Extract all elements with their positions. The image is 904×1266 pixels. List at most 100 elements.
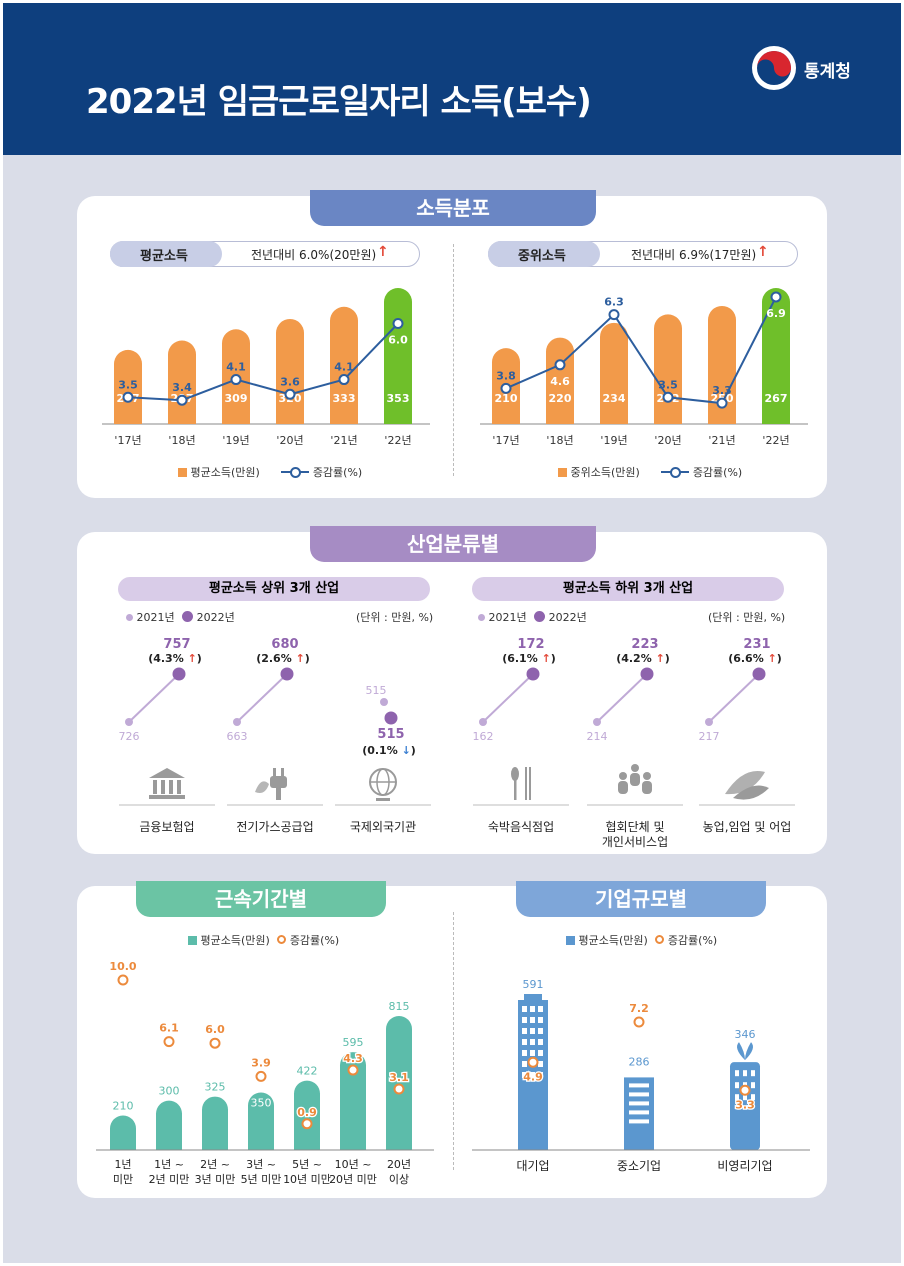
tenure-rate-ring [301, 1118, 313, 1130]
change-rate: (6.6% ↑) [728, 652, 782, 665]
median-x-tick: '18년 [546, 434, 573, 447]
median-bar [762, 288, 790, 424]
up-arrow-icon: ↑ [377, 244, 389, 260]
mean-x-tick: '20년 [276, 434, 303, 447]
value-2022: 231 [743, 637, 770, 652]
mean-rate-point [392, 318, 404, 329]
legend-ring-label: 증감률(%) [289, 934, 340, 947]
dot-2021 [705, 718, 713, 726]
industry-name-line2: 개인서비스업 [602, 835, 668, 849]
dot-2022 [752, 667, 766, 681]
size-x-tick: 중소기업 [617, 1159, 661, 1173]
median-bar-base [708, 410, 736, 424]
size-bar-value: 346 [735, 1028, 756, 1041]
income-divider [453, 244, 454, 476]
tenure-x-tick-line2: 20년 미만 [329, 1173, 377, 1186]
legend-bar-label: 평균소득(만원) [190, 466, 260, 479]
tenure-bar [340, 1052, 366, 1150]
tenure-bar-base [248, 1137, 274, 1150]
ring-icon [655, 935, 665, 944]
tenure-x-tick-line2: 2년 미만 [149, 1173, 190, 1186]
tenure-rate-ring [255, 1070, 267, 1082]
bottom3-label: 평균소득 하위 3개 산업 [472, 577, 784, 601]
median-bar [708, 305, 736, 424]
median-bar-base [492, 410, 520, 424]
industry-name: 숙박음식점업 [488, 820, 554, 834]
industry-item: 663 680(2.6% ↑) 전기가스공급업 [227, 637, 323, 834]
mean-x-tick: '17년 [114, 434, 141, 447]
industry-section-ribbon: 산업분류별 [310, 526, 596, 562]
value-2022: 757 [163, 637, 190, 652]
people-icon [618, 764, 652, 794]
size-rate-label: 4.9 [523, 1070, 543, 1083]
taegeuk-logo-icon [752, 46, 796, 90]
income-section-ribbon: 소득분포 [310, 190, 596, 226]
median-rate-label: 3.3 [712, 384, 732, 397]
legend-ring-label: 증감률(%) [667, 934, 718, 947]
wheat-icon [725, 770, 769, 800]
unit-right: (단위 : 만원, %) [708, 611, 786, 624]
dot-2022 [280, 667, 294, 681]
tenure-legend: 평균소득(만원) 증감률(%) [188, 932, 339, 948]
dot-2022 [526, 667, 540, 681]
industry-name: 국제외국기관 [350, 820, 416, 834]
dot-2022 [172, 667, 186, 681]
tenure-bar [294, 1080, 320, 1150]
median-x-tick: '22년 [762, 434, 789, 447]
size-chart: 591 4.9 대기업 286 7.2 중소기업 346 3.3 비영리기업 [472, 978, 810, 1173]
tenure-x-tick: 3년 ~ [246, 1158, 276, 1171]
tenure-bar [386, 1016, 412, 1150]
tenure-x-tick-line2: 5년 미만 [241, 1173, 282, 1186]
size-bar [624, 1077, 654, 1150]
tenure-rate-ring [209, 1037, 221, 1049]
tenure-x-tick: 2년 ~ [200, 1158, 230, 1171]
tenure-bar-base [156, 1137, 182, 1150]
value-2021: 217 [699, 730, 720, 743]
mean-bar-base [222, 410, 250, 424]
up-arrow-icon: ↑ [656, 652, 665, 665]
mean-bar-value: 353 [387, 392, 410, 405]
mean-x-tick: '19년 [222, 434, 249, 447]
legend-bar-label: 평균소득(만원) [578, 934, 648, 947]
industry-item: 162 172(6.1% ↑) 숙박음식점업 [473, 637, 569, 834]
change-connector [128, 673, 180, 723]
dot-2021 [233, 718, 241, 726]
median-rate-line [505, 296, 777, 405]
median-rate-point [500, 382, 512, 394]
size-section-ribbon: 기업규모별 [516, 881, 766, 917]
mean-x-tick: '21년 [330, 434, 357, 447]
mean-bar [168, 340, 196, 424]
tenure-rate-label: 6.1 [159, 1022, 179, 1035]
industry-name: 전기가스공급업 [236, 820, 313, 834]
down-arrow-icon: ↓ [402, 744, 411, 757]
tenure-rate-label: 10.0 [109, 960, 136, 973]
mean-bar [384, 288, 412, 424]
mean-rate-point [122, 391, 134, 403]
mean-x-tick: '22년 [384, 434, 411, 447]
size-legend: 평균소득(만원) 증감률(%) [566, 932, 717, 948]
tenure-x-tick-line2: 3년 미만 [195, 1173, 236, 1186]
median-x-tick: '17년 [492, 434, 519, 447]
median-rate-point [716, 397, 728, 409]
dot-2022 [640, 667, 654, 681]
dot-2021 [479, 718, 487, 726]
legend-2022: 2022년 [196, 611, 235, 624]
blue-square-icon [566, 936, 575, 945]
mean-rate-line [127, 322, 399, 402]
tenure-x-tick: 1년 [114, 1158, 131, 1171]
industry-legend-left: 2021년 2022년 [126, 609, 235, 625]
tenure-x-tick: 10년 ~ [335, 1158, 372, 1171]
mean-rate-point [338, 374, 350, 386]
legend-2021: 2021년 [488, 611, 527, 624]
median-legend: 중위소득(만원) 증감률(%) [558, 464, 742, 480]
mean-rate-label: 4.1 [226, 361, 246, 374]
dark-dot-icon [182, 611, 194, 622]
bank-icon [149, 768, 185, 799]
value-2022: 680 [271, 637, 298, 652]
mean-change-text: 전년대비 6.0%(20만원) [251, 248, 377, 262]
tenure-bar-base [202, 1137, 228, 1150]
dot-2021 [593, 718, 601, 726]
ring-icon [277, 935, 287, 944]
value-2022: 223 [631, 637, 658, 652]
